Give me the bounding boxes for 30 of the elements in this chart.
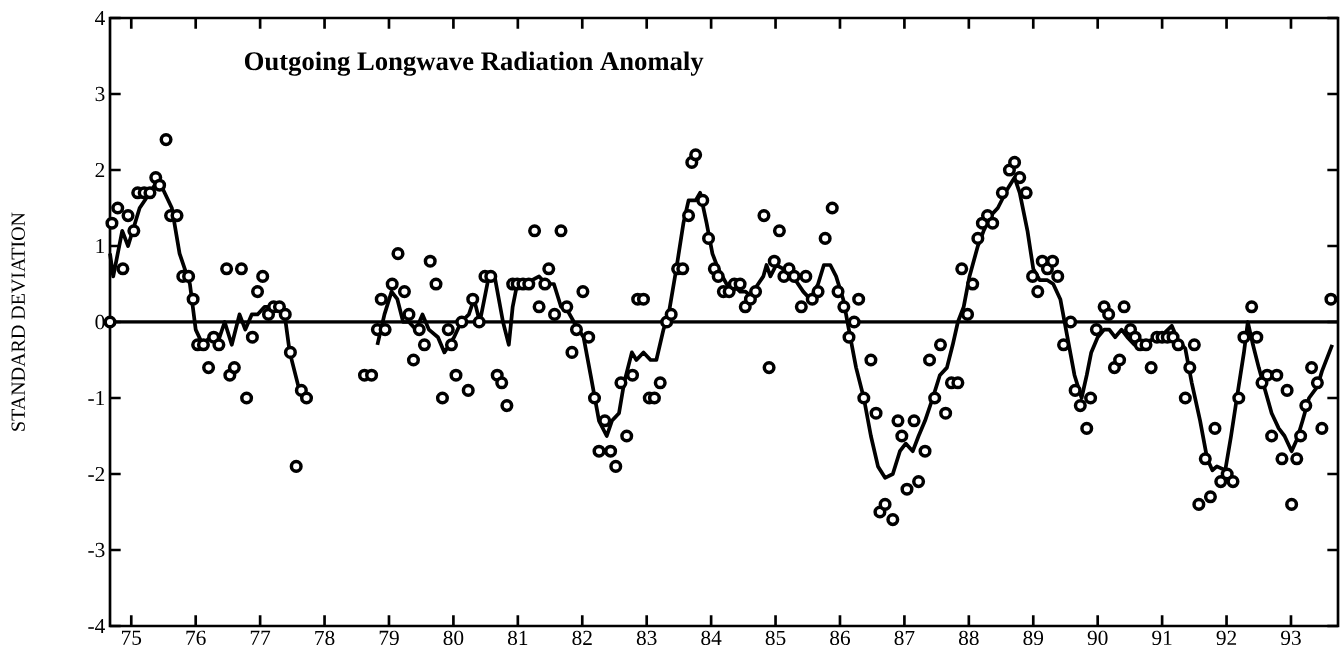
y-tick-label: 2	[95, 162, 105, 178]
x-tick-label: 85	[765, 630, 786, 646]
x-tick-label: 88	[958, 630, 979, 646]
y-tick-label: 3	[95, 86, 105, 102]
x-tick-label: 86	[830, 630, 851, 646]
x-tick-label: 82	[572, 630, 592, 646]
y-tick-label: 0	[95, 314, 105, 330]
x-tick-label: 80	[443, 630, 464, 646]
x-tick-label: 81	[507, 630, 528, 646]
x-tick-label: 83	[636, 630, 657, 646]
y-tick-label: -2	[88, 466, 105, 482]
x-tick-label: 90	[1087, 630, 1108, 646]
x-tick-label: 89	[1023, 630, 1044, 646]
x-tick-label: 76	[186, 630, 206, 646]
x-tick-label: 77	[250, 630, 271, 645]
x-tick-label: 75	[122, 630, 142, 645]
x-tick-label: 91	[1152, 630, 1172, 646]
x-tick-label: 92	[1216, 630, 1237, 646]
text: Outgoing Longwave Radiation Anomaly	[244, 51, 704, 76]
y-tick-label: 1	[96, 238, 105, 254]
y-tick-label: -1	[88, 390, 105, 406]
x-tick-label: 78	[315, 630, 335, 646]
y-tick-label: -4	[88, 618, 105, 634]
y-tick-label: -3	[88, 542, 105, 558]
x-tick-label: 84	[701, 630, 722, 646]
x-tick-label: 87	[894, 630, 915, 646]
y-tick-label: 4	[95, 11, 105, 26]
x-tick-label: 79	[379, 630, 399, 646]
x-tick-label: 93	[1281, 630, 1301, 646]
y-axis-title: STANDARD DEVIATION	[11, 212, 26, 431]
